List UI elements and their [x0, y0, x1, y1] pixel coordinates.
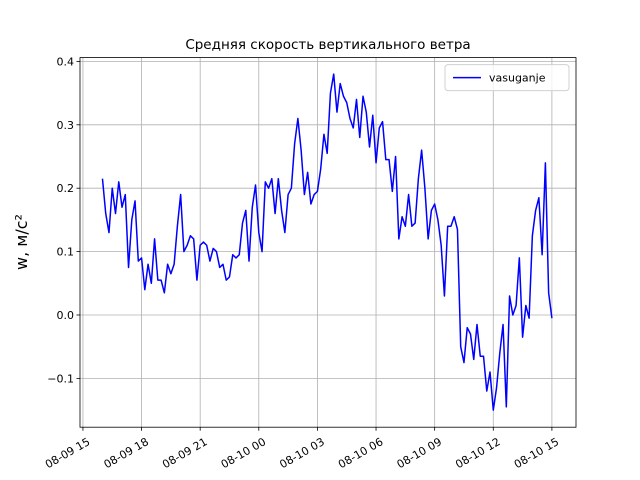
axes-frame — [79, 57, 577, 428]
x-tick-label: 08-09 21 — [160, 435, 209, 471]
y-tick-label: 0.4 — [57, 55, 75, 68]
legend-label: vasuganje — [489, 72, 546, 85]
chart-title: Средняя скорость вертикального ветра — [185, 37, 470, 53]
x-tick-label: 08-10 00 — [219, 435, 268, 471]
x-tick-label: 08-10 03 — [277, 435, 326, 471]
y-tick-label: 0.1 — [57, 246, 75, 259]
x-tick-label: 08-10 15 — [512, 435, 561, 471]
legend-box — [444, 64, 570, 92]
x-tick-label: 08-09 15 — [43, 435, 92, 471]
y-tick-label: 0.0 — [57, 309, 75, 322]
y-tick-label: 0.2 — [57, 182, 75, 195]
y-tick-label: 0.3 — [57, 119, 75, 132]
data-line — [101, 73, 553, 411]
x-tick-label: 08-10 06 — [336, 435, 385, 471]
y-tick-label: −0.1 — [47, 372, 74, 385]
x-tick-label: 08-10 12 — [453, 435, 502, 471]
x-tick-label: 08-09 18 — [102, 435, 151, 471]
x-tick-label: 08-10 09 — [395, 435, 444, 471]
y-axis-label: w, м/с² — [12, 214, 31, 270]
